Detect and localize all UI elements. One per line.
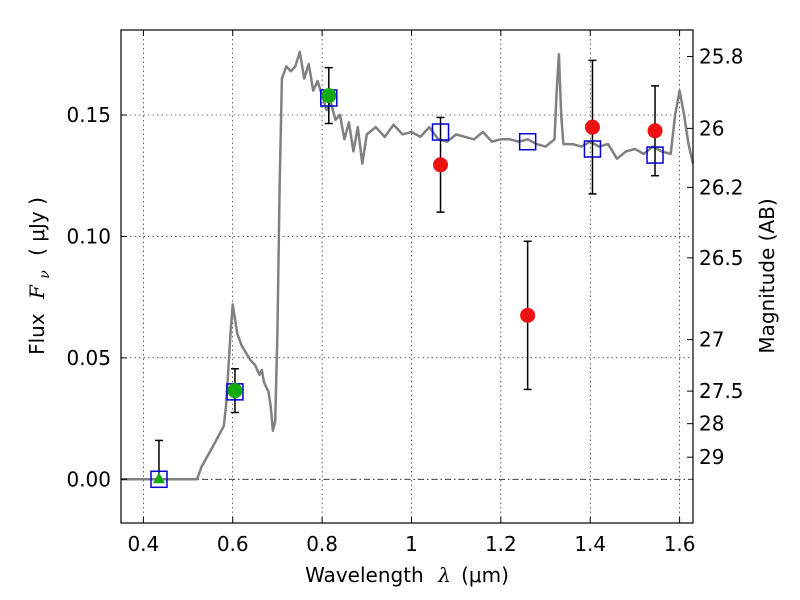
x-tick-label: 1 [405,532,418,556]
x-tick-label: 0.4 [127,532,159,556]
data-point [227,383,243,399]
sed-line [121,50,695,481]
x-tick-label: 0.6 [217,532,249,556]
y-tick-label: 0.00 [66,467,111,491]
y2-tick-label: 29 [699,445,724,469]
y-axis-title: Flux F ν ( μJy ) [25,197,54,355]
x-tick-label: 1.6 [664,532,696,556]
model-sed-curve [121,50,695,481]
y2-tick-label: 26 [699,116,724,140]
data-point [584,119,600,135]
gridlines [121,30,693,523]
model-photometry-square [150,470,168,489]
upper-limit-triangle [152,472,165,484]
data-point [433,157,449,173]
y-tick-label: 0.05 [66,346,111,370]
y2-tick-label: 25.8 [699,44,744,68]
y2-tick-label: 27.5 [699,379,744,403]
model-photometry-square [583,140,602,158]
x-tick-label: 0.8 [306,532,338,556]
plot-frame [120,29,694,524]
y2-axis-title: Magnitude (AB) [755,198,779,353]
x-axis-title: Wavelength λ (μm) [305,563,509,587]
y2-tick-label: 27 [699,328,724,352]
data-points [150,59,664,489]
y2-tick-label: 26.5 [699,246,744,270]
y2-tick-label: 26.2 [699,175,744,199]
y-tick-label: 0.10 [66,224,111,248]
data-point [520,307,536,323]
y2-tick-label: 28 [699,412,724,436]
x-tick-label: 1.4 [574,532,606,556]
y-tick-label: 0.15 [66,103,111,127]
axis-ticks: 0.4 0.6 0.8 1 1.2 1.4 1.6 0.00 0.05 0.10 0.15 25.8 2… [66,30,744,556]
model-photometry-square [518,132,537,151]
data-point [647,123,663,139]
model-photometry-square [646,146,664,164]
model-photometry-square [431,123,450,141]
x-tick-label: 1.2 [485,532,517,556]
data-point [321,88,337,104]
